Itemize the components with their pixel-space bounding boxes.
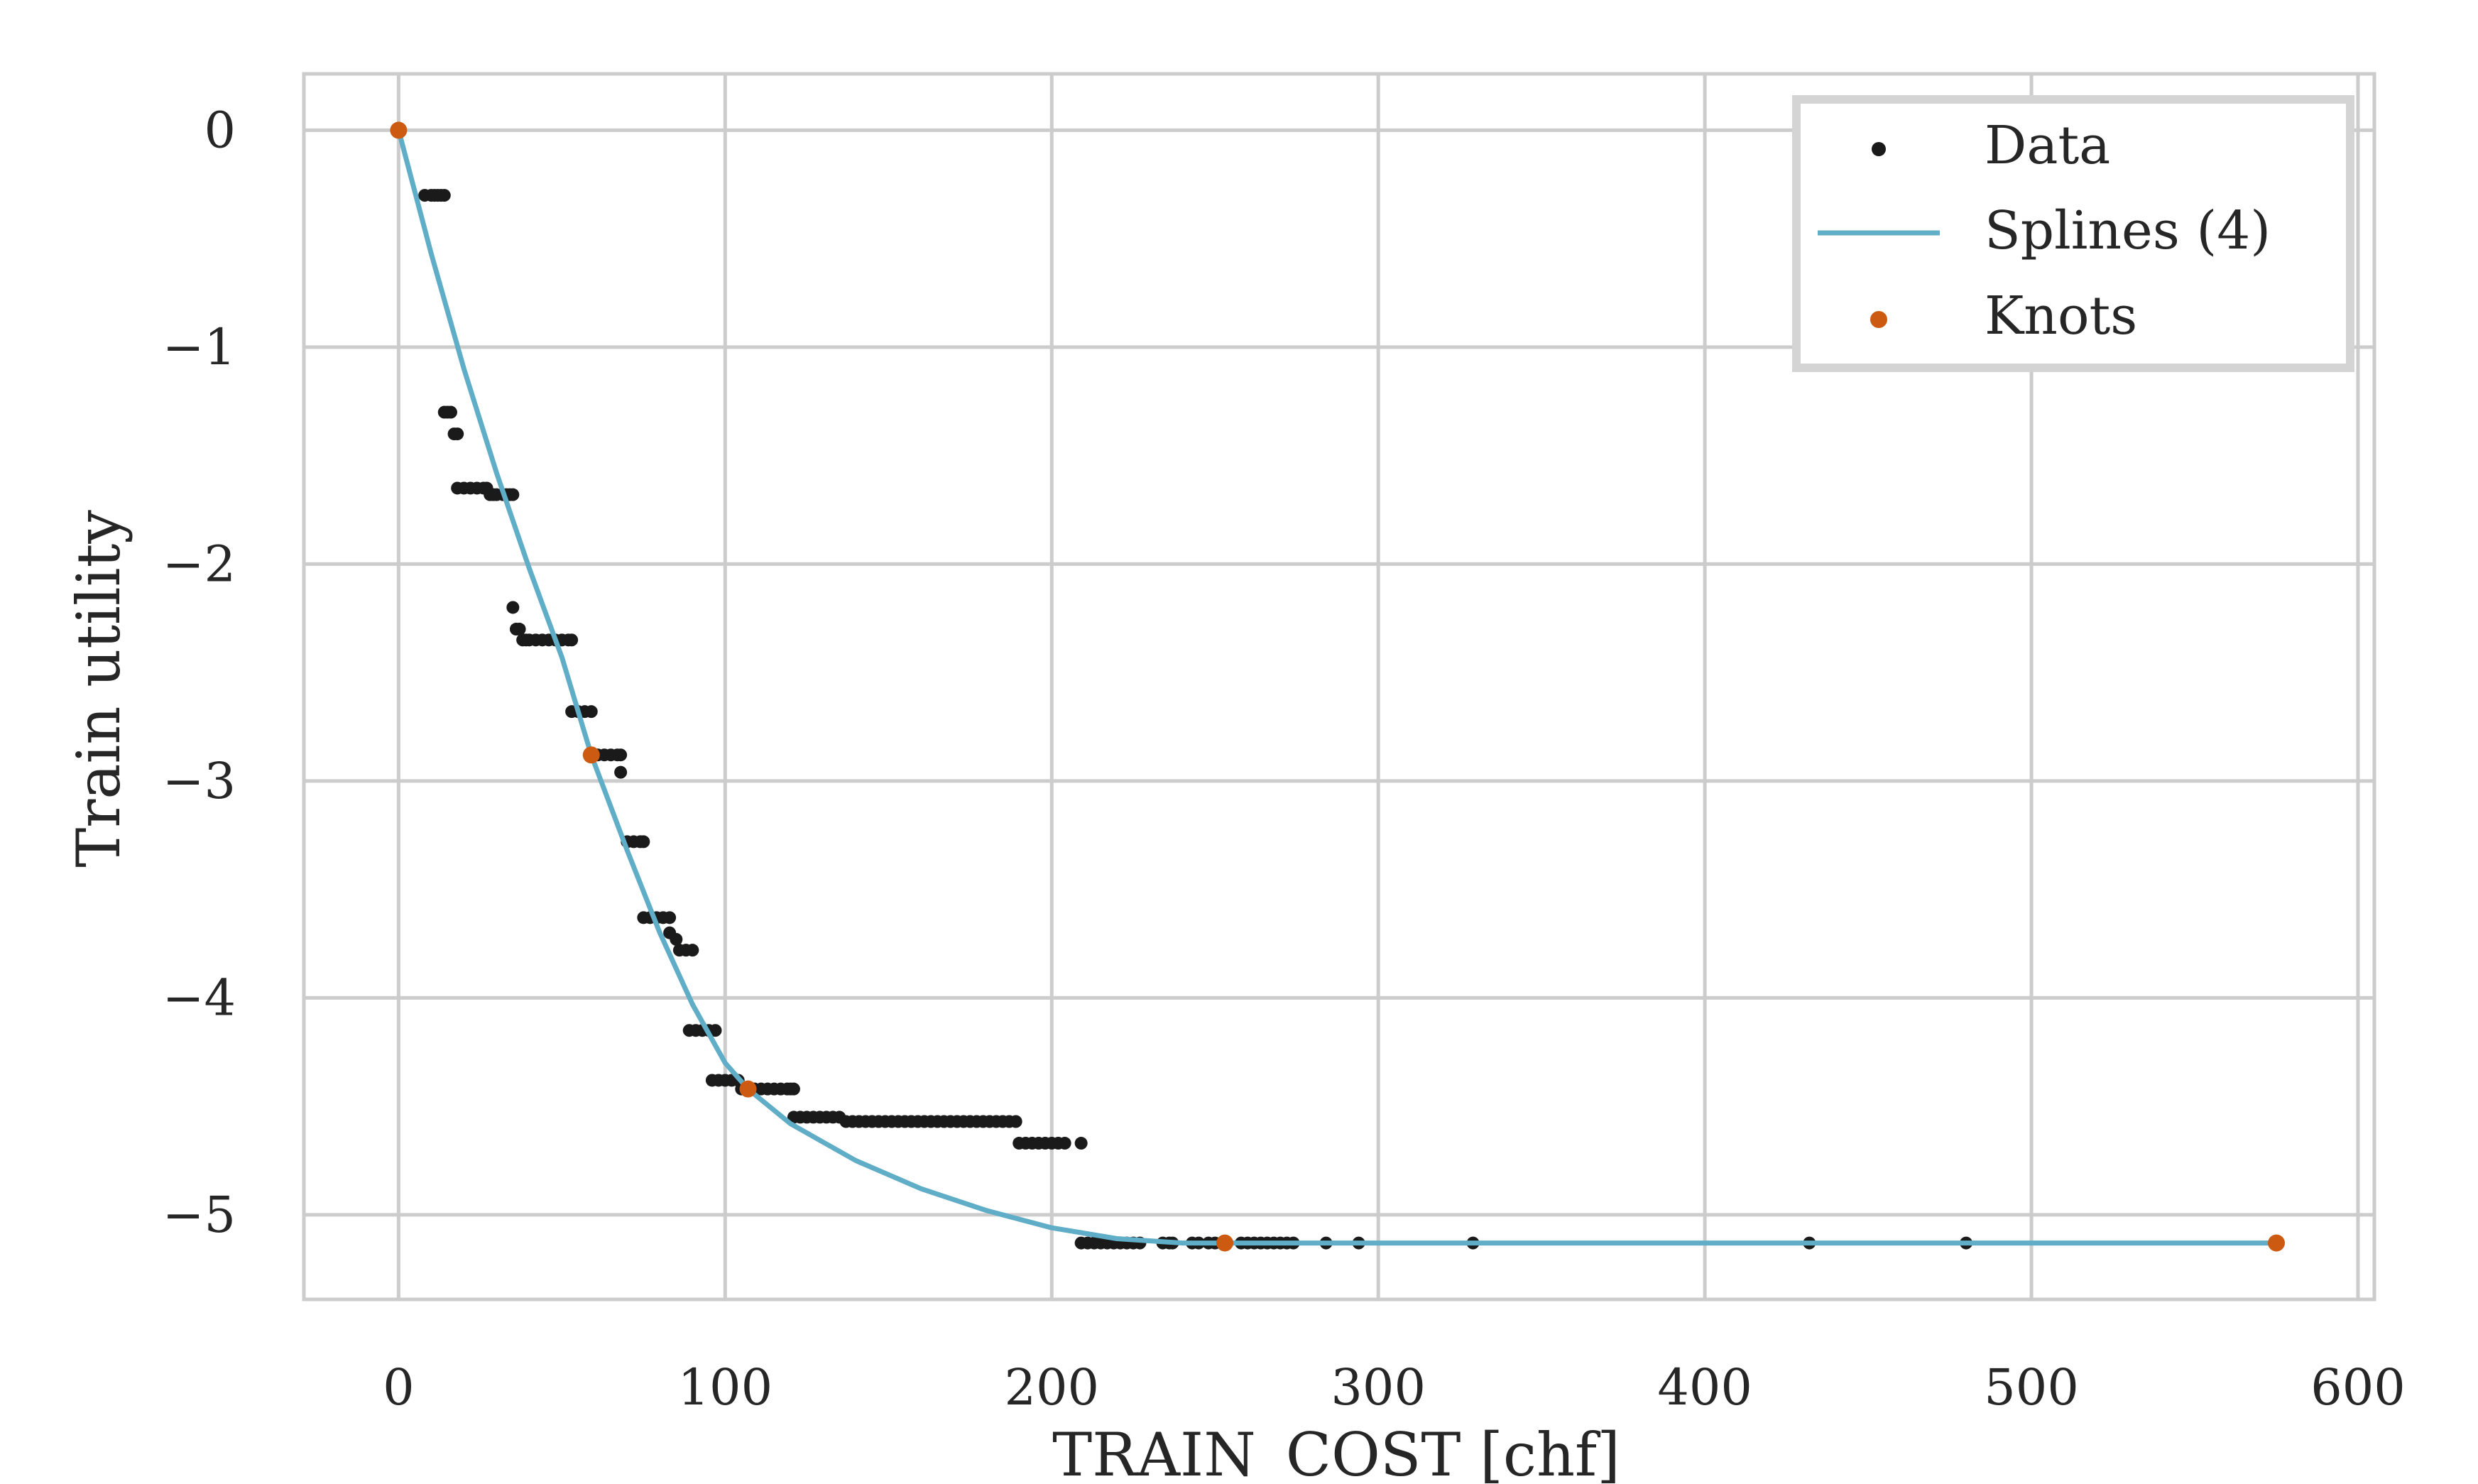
x-axis-ticks: 0 100 200 300 400 500 600 xyxy=(383,1358,2406,1417)
knot-point xyxy=(582,746,600,764)
data-point xyxy=(451,427,464,441)
legend: Data Splines (4) Knots xyxy=(1792,95,2354,372)
data-point xyxy=(1058,1137,1071,1150)
knot-point xyxy=(2268,1234,2286,1252)
y-tick-label: 0 xyxy=(204,101,236,159)
data-point xyxy=(437,189,451,202)
y-axis-label: Train utility xyxy=(64,510,133,868)
data-point xyxy=(1009,1115,1022,1128)
data-point xyxy=(637,835,650,849)
data-point xyxy=(1074,1137,1088,1150)
y-tick-label: −5 xyxy=(163,1186,236,1244)
data-point xyxy=(614,748,628,762)
x-tick-label: 500 xyxy=(1984,1358,2079,1417)
y-tick-label: −3 xyxy=(163,752,236,810)
data-point xyxy=(506,601,520,614)
data-point xyxy=(663,911,677,924)
x-tick-label: 400 xyxy=(1657,1358,1752,1417)
legend-data-marker xyxy=(1872,142,1886,156)
x-tick-label: 100 xyxy=(678,1358,773,1417)
legend-spline-label: Splines (4) xyxy=(1985,200,2271,261)
x-tick-label: 200 xyxy=(1004,1358,1099,1417)
y-tick-label: −2 xyxy=(163,535,236,593)
data-point xyxy=(709,1024,722,1037)
data-point xyxy=(670,932,683,946)
grid xyxy=(304,74,2374,1299)
knot-point xyxy=(739,1080,757,1098)
y-tick-label: −4 xyxy=(163,969,236,1027)
data-point xyxy=(565,633,579,647)
x-tick-label: 600 xyxy=(2310,1358,2406,1417)
legend-data-label: Data xyxy=(1985,115,2110,176)
knots-series xyxy=(390,121,2286,1252)
x-tick-label: 300 xyxy=(1331,1358,1426,1417)
data-point xyxy=(513,623,526,636)
x-axis-label: TRAIN_COST [chf] xyxy=(1052,1420,1620,1484)
legend-knots-label: Knots xyxy=(1985,285,2137,347)
data-point xyxy=(584,705,598,719)
spline-series-line xyxy=(396,129,2276,1246)
legend-knots-marker xyxy=(1870,311,1887,328)
data-point xyxy=(686,944,699,957)
data-point xyxy=(444,405,457,419)
knot-point xyxy=(390,121,408,139)
plot-frame xyxy=(302,72,2376,1302)
y-axis-ticks: 0 −1 −2 −3 −4 −5 xyxy=(163,101,236,1243)
data-point xyxy=(787,1082,800,1096)
knot-point xyxy=(1216,1234,1234,1252)
x-tick-label: 0 xyxy=(383,1358,415,1417)
data-point xyxy=(506,488,520,501)
y-tick-label: −1 xyxy=(163,318,236,376)
data-point xyxy=(614,765,628,779)
